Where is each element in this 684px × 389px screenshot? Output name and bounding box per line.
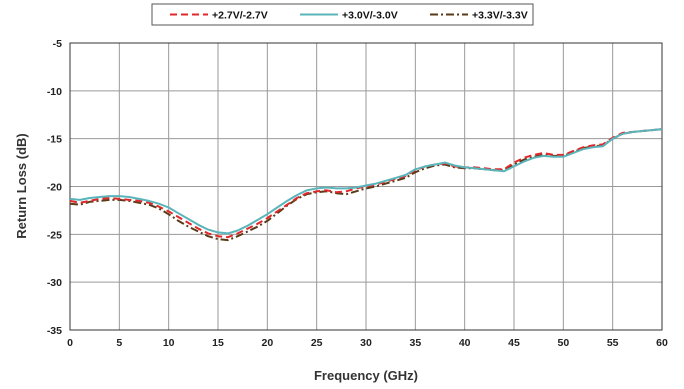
legend-label-2: +3.3V/-3.3V [472,10,528,22]
y-tick-label: -20 [47,182,62,194]
y-axis-ticks: -5 -10 -15 -20 -25 -30 -35 [47,38,62,337]
x-tick-label: 50 [557,337,569,349]
y-tick-label: -35 [47,325,62,337]
series-line-0 [69,128,663,239]
chart-legend: +2.7V/-2.7V +3.0V/-3.0V +3.3V/-3.3V [151,3,534,26]
series-line-1 [69,128,663,235]
x-tick-label: 0 [67,337,73,349]
x-tick-label: 45 [508,337,520,349]
legend-label-0: +2.7V/-2.7V [212,10,268,22]
x-tick-label: 15 [212,337,224,349]
y-tick-label: -30 [47,277,62,289]
x-tick-label: 10 [163,337,175,349]
x-tick-label: 25 [311,337,323,349]
plot-area-frame [69,42,663,331]
y-tick-label: -25 [47,229,62,241]
x-tick-label: 5 [116,337,122,349]
x-tick-label: 35 [409,337,421,349]
x-tick-label: 30 [360,337,372,349]
x-axis-ticks: 0 5 10 15 20 25 30 35 40 45 50 55 60 [67,337,668,349]
y-tick-label: -15 [47,134,62,146]
chart-series [69,128,663,242]
legend-label-1: +3.0V/-3.0V [342,10,398,22]
y-tick-label: -10 [47,86,62,98]
x-tick-label: 40 [459,337,471,349]
x-tick-label: 20 [261,337,273,349]
y-tick-label: -5 [53,38,62,50]
x-tick-label: 60 [656,337,668,349]
x-tick-label: 55 [607,337,619,349]
x-axis-label: Frequency (GHz) [314,368,418,383]
y-axis-label: Return Loss (dB) [14,133,29,238]
